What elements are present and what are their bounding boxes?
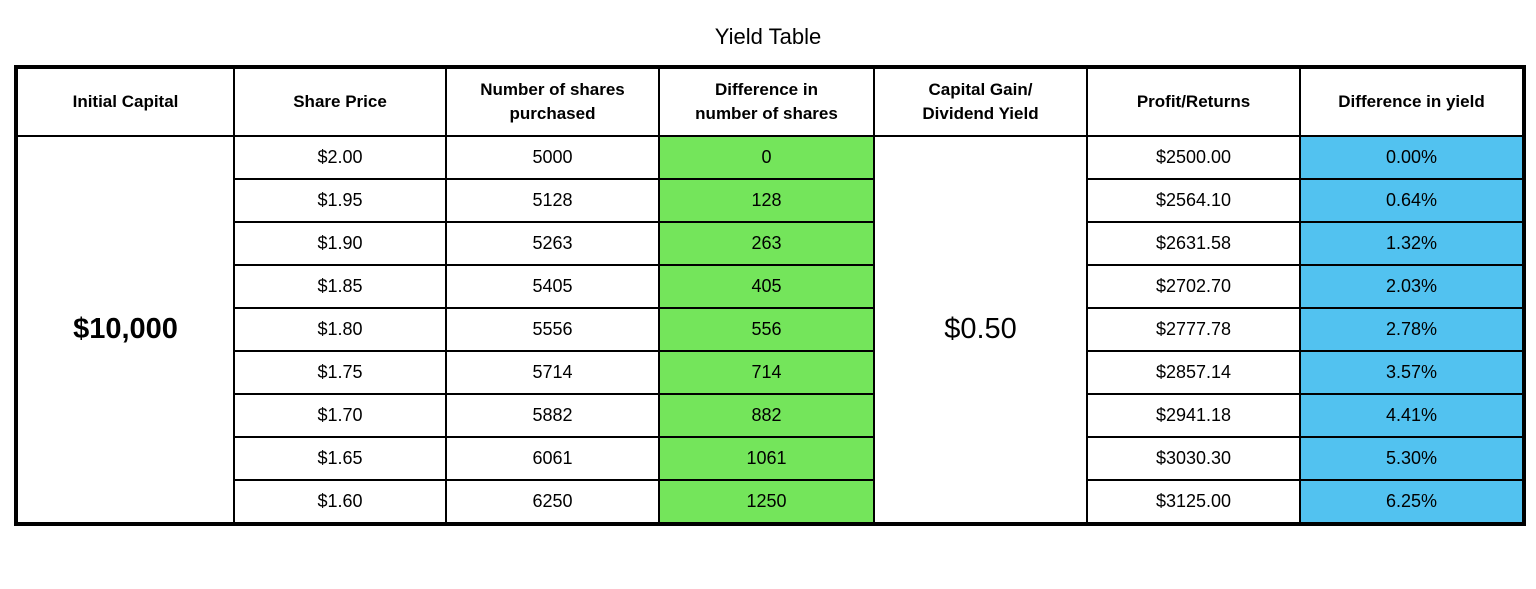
header-diff-shares: Difference in number of shares xyxy=(658,66,875,137)
cell-diff-shares: 714 xyxy=(658,350,875,395)
header-profit-returns: Profit/Returns xyxy=(1086,66,1301,137)
cell-shares-purchased: 5714 xyxy=(445,350,660,395)
cell-diff-shares: 405 xyxy=(658,264,875,309)
cell-profit-returns: $3125.00 xyxy=(1086,479,1301,525)
cell-diff-shares: 263 xyxy=(658,221,875,266)
cell-shares-purchased: 5882 xyxy=(445,393,660,438)
cell-profit-returns: $2777.78 xyxy=(1086,307,1301,352)
cell-shares-purchased: 5405 xyxy=(445,264,660,309)
cell-share-price: $1.60 xyxy=(233,479,447,525)
header-row: Initial Capital Share Price Number of sh… xyxy=(15,66,1525,137)
cell-initial-capital: $10,000 xyxy=(15,135,235,525)
table-row: $1.85 5405 405 $2702.70 2.03% xyxy=(16,264,1525,309)
cell-shares-purchased: 6250 xyxy=(445,479,660,525)
page-title: Yield Table xyxy=(714,24,822,49)
cell-profit-returns: $2500.00 xyxy=(1086,135,1301,180)
cell-diff-shares: 882 xyxy=(658,393,875,438)
cell-share-price: $1.75 xyxy=(233,350,447,395)
table-row: $1.90 5263 263 $2631.58 1.32% xyxy=(16,221,1525,266)
table-row: $1.70 5882 882 $2941.18 4.41% xyxy=(16,393,1525,438)
cell-shares-purchased: 5128 xyxy=(445,178,660,223)
header-initial-capital: Initial Capital xyxy=(15,66,235,137)
cell-share-price: $1.85 xyxy=(233,264,447,309)
cell-profit-returns: $2564.10 xyxy=(1086,178,1301,223)
table-row: $1.60 6250 1250 $3125.00 6.25% xyxy=(16,479,1525,525)
header-capital-gain-dividend-yield: Capital Gain/ Dividend Yield xyxy=(873,66,1088,137)
cell-share-price: $2.00 xyxy=(233,135,447,180)
cell-share-price: $1.80 xyxy=(233,307,447,352)
cell-profit-returns: $2941.18 xyxy=(1086,393,1301,438)
cell-shares-purchased: 5263 xyxy=(445,221,660,266)
cell-diff-yield: 0.00% xyxy=(1299,135,1525,180)
cell-diff-yield: 0.64% xyxy=(1299,178,1525,223)
cell-diff-yield: 3.57% xyxy=(1299,350,1525,395)
table-row: $1.65 6061 1061 $3030.30 5.30% xyxy=(16,436,1525,481)
cell-diff-shares: 1250 xyxy=(658,479,875,525)
header-diff-yield: Difference in yield xyxy=(1299,66,1525,137)
cell-diff-shares: 556 xyxy=(658,307,875,352)
table-row: $1.95 5128 128 $2564.10 0.64% xyxy=(16,178,1525,223)
table-row: $1.80 5556 556 $2777.78 2.78% xyxy=(16,307,1525,352)
table-row: $1.75 5714 714 $2857.14 3.57% xyxy=(16,350,1525,395)
cell-diff-yield: 5.30% xyxy=(1299,436,1525,481)
cell-profit-returns: $2631.58 xyxy=(1086,221,1301,266)
cell-profit-returns: $2857.14 xyxy=(1086,350,1301,395)
cell-shares-purchased: 6061 xyxy=(445,436,660,481)
cell-diff-yield: 2.03% xyxy=(1299,264,1525,309)
cell-diff-shares: 0 xyxy=(658,135,875,180)
cell-diff-yield: 2.78% xyxy=(1299,307,1525,352)
cell-diff-yield: 6.25% xyxy=(1299,479,1525,525)
cell-share-price: $1.95 xyxy=(233,178,447,223)
cell-share-price: $1.65 xyxy=(233,436,447,481)
header-share-price: Share Price xyxy=(233,66,447,137)
table-row: $10,000 $2.00 5000 0 $0.50 $2500.00 0.00… xyxy=(15,135,1525,525)
cell-shares-purchased: 5556 xyxy=(445,307,660,352)
cell-profit-returns: $3030.30 xyxy=(1086,436,1301,481)
cell-profit-returns: $2702.70 xyxy=(1086,264,1301,309)
yield-table: Initial Capital Share Price Number of sh… xyxy=(14,65,1526,526)
cell-diff-shares: 1061 xyxy=(658,436,875,481)
cell-share-price: $1.90 xyxy=(233,221,447,266)
cell-shares-purchased: 5000 xyxy=(445,135,660,180)
cell-diff-shares: 128 xyxy=(658,178,875,223)
header-shares-purchased: Number of shares purchased xyxy=(445,66,660,137)
cell-share-price: $1.70 xyxy=(233,393,447,438)
cell-diff-yield: 1.32% xyxy=(1299,221,1525,266)
cell-capital-gain-dividend-yield: $0.50 xyxy=(873,135,1088,525)
cell-diff-yield: 4.41% xyxy=(1299,393,1525,438)
